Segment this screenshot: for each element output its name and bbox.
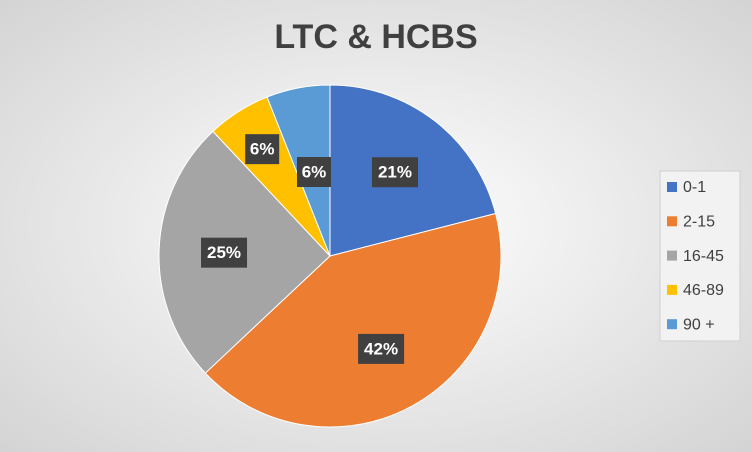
data-label-box [201, 237, 248, 268]
data-label-box [371, 157, 418, 188]
legend-label: 46-89 [683, 282, 724, 299]
legend-swatch [667, 182, 677, 192]
pie-slice [204, 212, 502, 428]
data-label: 6% [250, 140, 275, 159]
legend-swatch [667, 250, 677, 261]
data-label-box [358, 333, 405, 364]
legend-label: 90 + [683, 316, 715, 333]
data-label-box [245, 134, 280, 165]
legend-label: 0-1 [683, 179, 706, 196]
legend-swatch [667, 284, 677, 295]
legend-label: 2-15 [683, 214, 715, 231]
data-label: 21% [378, 163, 412, 182]
legend-swatch [667, 216, 677, 227]
legend-label: 16-45 [683, 248, 724, 265]
chart-title: LTC & HCBS [274, 18, 477, 56]
data-label-box [296, 157, 331, 188]
data-label: 6% [302, 162, 327, 181]
legend-swatch [667, 319, 677, 330]
data-label: 25% [207, 243, 241, 262]
data-label: 42% [364, 339, 398, 358]
